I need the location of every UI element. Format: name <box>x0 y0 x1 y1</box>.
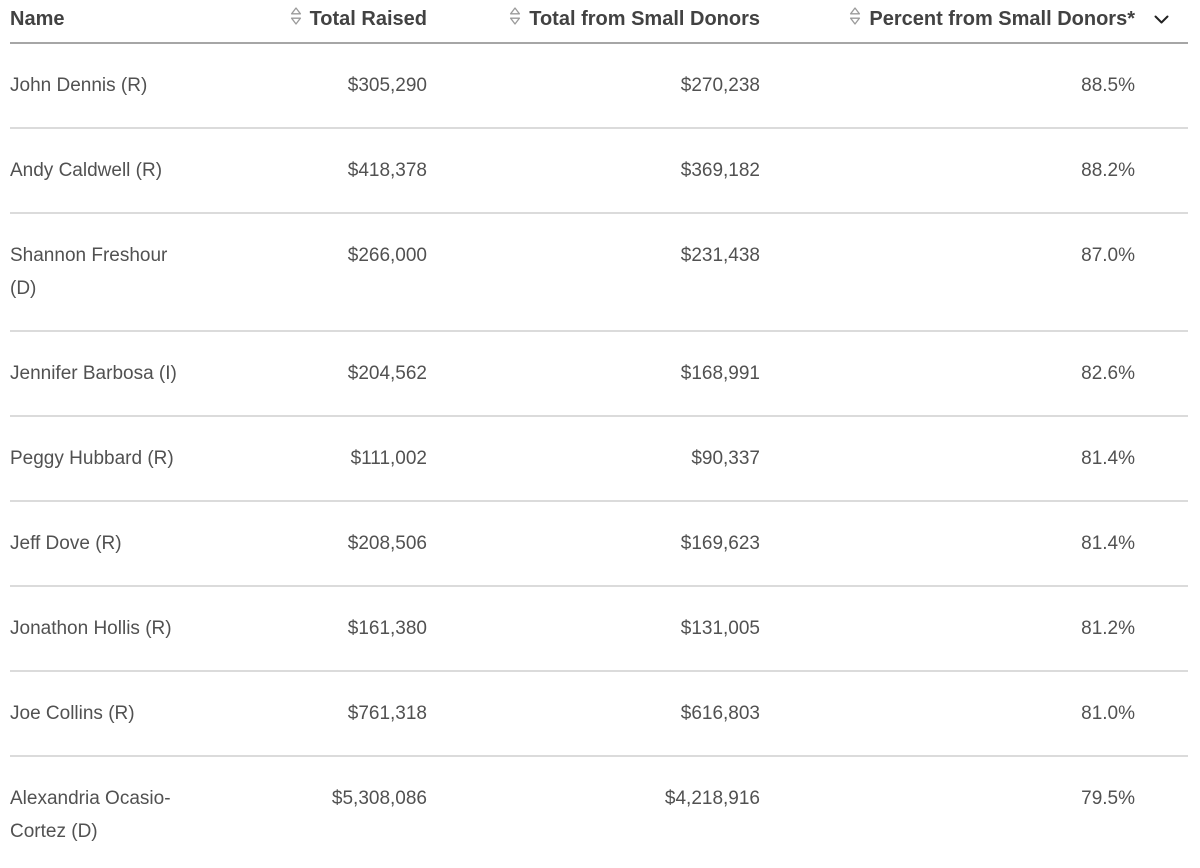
column-header-total-raised[interactable]: Total Raised <box>195 0 427 44</box>
cell-name: Jonathon Hollis (R) <box>10 586 195 672</box>
cell-percent-from-small-donors: 81.0% <box>760 671 1135 757</box>
table-row: Shannon Freshour (D) $266,000 $231,438 8… <box>10 213 1188 332</box>
cell-total-raised: $305,290 <box>195 43 427 129</box>
cell-percent-from-small-donors: 87.0% <box>760 213 1135 332</box>
cell-total-from-small-donors: $231,438 <box>427 213 760 332</box>
cell-name: Shannon Freshour (D) <box>10 213 195 332</box>
cell-total-raised: $5,308,086 <box>195 756 427 868</box>
cell-name: Jeff Dove (R) <box>10 501 195 587</box>
cell-spacer <box>1135 756 1188 868</box>
cell-total-from-small-donors: $90,337 <box>427 416 760 502</box>
cell-total-from-small-donors: $369,182 <box>427 128 760 214</box>
chevron-down-icon[interactable] <box>1151 12 1172 27</box>
column-header-label: Total from Small Donors <box>529 7 760 30</box>
cell-percent-from-small-donors: 81.2% <box>760 586 1135 672</box>
cell-spacer <box>1135 501 1188 587</box>
cell-percent-from-small-donors: 88.5% <box>760 43 1135 129</box>
column-options-control[interactable] <box>1135 0 1188 44</box>
table-row: Jeff Dove (R) $208,506 $169,623 81.4% <box>10 501 1188 587</box>
cell-spacer <box>1135 671 1188 757</box>
cell-spacer <box>1135 586 1188 672</box>
table-row: Peggy Hubbard (R) $111,002 $90,337 81.4% <box>10 416 1188 502</box>
column-header-name: Name <box>10 0 195 44</box>
table-row: Joe Collins (R) $761,318 $616,803 81.0% <box>10 671 1188 757</box>
cell-name: Andy Caldwell (R) <box>10 128 195 214</box>
cell-total-raised: $266,000 <box>195 213 427 332</box>
small-donors-table: Name Total Raised <box>10 0 1188 868</box>
cell-total-from-small-donors: $270,238 <box>427 43 760 129</box>
table-row: John Dennis (R) $305,290 $270,238 88.5% <box>10 43 1188 129</box>
cell-spacer <box>1135 43 1188 129</box>
sort-icon[interactable] <box>849 6 861 32</box>
cell-total-raised: $161,380 <box>195 586 427 672</box>
table-row: Jonathon Hollis (R) $161,380 $131,005 81… <box>10 586 1188 672</box>
cell-name: John Dennis (R) <box>10 43 195 129</box>
cell-percent-from-small-donors: 82.6% <box>760 331 1135 417</box>
table-row: Alexandria Ocasio-Cortez (D) $5,308,086 … <box>10 756 1188 868</box>
sort-icon[interactable] <box>290 6 302 32</box>
cell-total-from-small-donors: $4,218,916 <box>427 756 760 868</box>
table-row: Andy Caldwell (R) $418,378 $369,182 88.2… <box>10 128 1188 214</box>
cell-spacer <box>1135 331 1188 417</box>
cell-total-from-small-donors: $168,991 <box>427 331 760 417</box>
cell-name: Peggy Hubbard (R) <box>10 416 195 502</box>
cell-total-raised: $418,378 <box>195 128 427 214</box>
cell-percent-from-small-donors: 81.4% <box>760 416 1135 502</box>
column-header-label: Percent from Small Donors* <box>869 7 1135 30</box>
column-header-label: Total Raised <box>309 7 427 30</box>
cell-name: Alexandria Ocasio-Cortez (D) <box>10 756 195 868</box>
cell-total-from-small-donors: $131,005 <box>427 586 760 672</box>
cell-percent-from-small-donors: 88.2% <box>760 128 1135 214</box>
cell-name: Jennifer Barbosa (I) <box>10 331 195 417</box>
cell-percent-from-small-donors: 79.5% <box>760 756 1135 868</box>
cell-total-raised: $204,562 <box>195 331 427 417</box>
cell-spacer <box>1135 416 1188 502</box>
cell-spacer <box>1135 128 1188 214</box>
cell-total-raised: $111,002 <box>195 416 427 502</box>
cell-spacer <box>1135 213 1188 332</box>
column-header-total-from-small-donors[interactable]: Total from Small Donors <box>427 0 760 44</box>
cell-total-from-small-donors: $169,623 <box>427 501 760 587</box>
sort-icon[interactable] <box>509 6 521 32</box>
cell-name: Joe Collins (R) <box>10 671 195 757</box>
cell-total-raised: $761,318 <box>195 671 427 757</box>
cell-total-from-small-donors: $616,803 <box>427 671 760 757</box>
header-row: Name Total Raised <box>10 0 1188 44</box>
table-row: Jennifer Barbosa (I) $204,562 $168,991 8… <box>10 331 1188 417</box>
column-header-percent-from-small-donors[interactable]: Percent from Small Donors* <box>760 0 1135 44</box>
cell-total-raised: $208,506 <box>195 501 427 587</box>
cell-percent-from-small-donors: 81.4% <box>760 501 1135 587</box>
